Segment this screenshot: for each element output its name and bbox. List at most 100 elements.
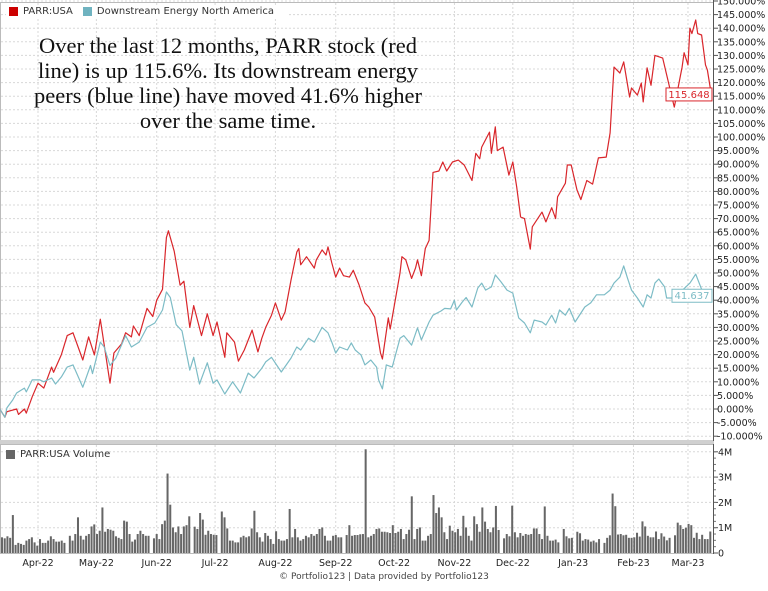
- volume-bar: [313, 535, 316, 553]
- volume-bar: [318, 528, 321, 553]
- volume-bar: [551, 540, 554, 553]
- volume-bar: [152, 538, 155, 553]
- volume-bar: [432, 495, 435, 553]
- volume-bar: [288, 508, 291, 553]
- volume-legend: PARR:USA Volume: [6, 449, 110, 460]
- volume-bar: [299, 540, 302, 553]
- volume-bar: [356, 535, 359, 553]
- volume-bar: [1, 537, 4, 553]
- volume-bar: [19, 543, 23, 553]
- volume-bar: [264, 533, 267, 553]
- legend: PARR:USA Downstream Energy North America: [6, 6, 288, 17]
- volume-bar: [636, 532, 639, 553]
- volume-bar: [375, 528, 378, 553]
- volume-bar: [413, 539, 416, 553]
- volume-bar: [68, 535, 71, 553]
- volume-bar: [557, 542, 560, 553]
- volume-bar: [193, 526, 196, 553]
- volume-bar: [641, 521, 644, 553]
- parr-line-value-box: [665, 87, 713, 102]
- volume-tick-label: 0: [718, 549, 724, 560]
- volume-bar: [87, 534, 90, 553]
- volume-bar: [372, 534, 375, 553]
- volume-bar: [296, 537, 299, 553]
- volume-bar: [511, 505, 514, 553]
- volume-bar: [345, 535, 348, 553]
- x-tick-label: Sep-22: [319, 558, 352, 569]
- volume-bar: [535, 528, 538, 553]
- volume-bar: [169, 504, 172, 553]
- volume-bar: [234, 542, 237, 553]
- volume-bar: [486, 528, 489, 553]
- volume-bar: [513, 532, 516, 553]
- volume-bar: [171, 527, 174, 553]
- volume-bar: [231, 540, 234, 553]
- volume-bar: [226, 528, 229, 553]
- volume-bar: [503, 538, 506, 553]
- volume-bar: [473, 516, 476, 553]
- volume-bar: [562, 528, 565, 553]
- volume-bar: [302, 539, 305, 553]
- parr-line: [0, 19, 712, 418]
- volume-bar: [475, 524, 478, 553]
- volume-bar: [519, 533, 522, 553]
- x-tick-label: Apr-22: [22, 558, 53, 569]
- y-tick-label: 145.000%: [717, 10, 765, 21]
- peers-line-value-box: [671, 288, 713, 303]
- volume-bar: [237, 542, 240, 553]
- volume-bar: [462, 515, 465, 553]
- volume-bar: [589, 541, 592, 553]
- volume-bar: [706, 539, 709, 553]
- volume-bar: [465, 527, 468, 553]
- volume-bar: [315, 534, 318, 553]
- volume-bar: [467, 535, 470, 553]
- volume-bar: [391, 525, 394, 553]
- volume-bar: [112, 530, 115, 553]
- volume-bar: [307, 537, 310, 553]
- volume-bar: [421, 540, 424, 553]
- volume-bar: [266, 535, 269, 553]
- volume-bar: [603, 542, 606, 553]
- volume-swatch-icon: [6, 450, 15, 459]
- volume-bar: [33, 542, 36, 553]
- volume-bar: [584, 539, 587, 553]
- volume-bar: [321, 527, 324, 553]
- x-tick-label: Dec-22: [496, 558, 530, 569]
- volume-bar: [668, 537, 671, 553]
- volume-bar: [125, 521, 128, 553]
- volume-bar: [98, 530, 101, 553]
- volume-bar: [76, 517, 79, 553]
- y-tick-label: 65.000%: [717, 228, 759, 239]
- legend-volume: PARR:USA Volume: [20, 449, 111, 460]
- y-tick-label: 60.000%: [717, 241, 759, 252]
- volume-bar: [123, 520, 126, 553]
- volume-bar: [280, 540, 283, 553]
- volume-bar: [215, 535, 218, 553]
- volume-bar: [207, 530, 210, 553]
- volume-bar: [285, 539, 288, 553]
- volume-bar: [348, 525, 351, 553]
- volume-bar: [275, 531, 278, 553]
- volume-bar: [74, 534, 77, 553]
- volume-bar: [399, 528, 402, 553]
- volume-bar: [527, 534, 530, 553]
- volume-bar: [332, 535, 335, 553]
- volume-bar: [163, 520, 166, 553]
- volume-bar: [247, 536, 250, 553]
- x-tick-label: Feb-23: [617, 558, 649, 569]
- x-tick-label: Mar-23: [672, 558, 705, 569]
- volume-bar: [182, 526, 185, 553]
- volume-bar: [351, 535, 354, 553]
- volume-bar: [633, 537, 636, 553]
- volume-bar: [516, 537, 519, 553]
- x-tick-label: Aug-22: [258, 558, 292, 569]
- volume-bar: [370, 535, 373, 553]
- volume-bar: [256, 532, 259, 553]
- volume-bar: [698, 539, 701, 553]
- volume-bar: [687, 523, 690, 553]
- y-tick-label: 45.000%: [717, 282, 759, 293]
- volume-bar: [188, 516, 191, 553]
- volume-bar: [158, 539, 161, 553]
- volume-bar: [470, 540, 473, 553]
- volume-tick-label: 1M: [718, 523, 732, 534]
